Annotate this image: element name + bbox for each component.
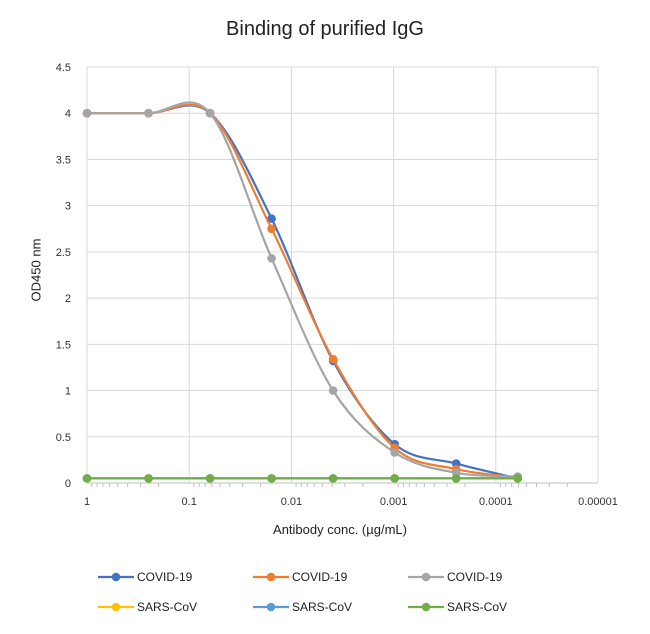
x-axis-label: Antibody conc. (µg/mL)	[273, 522, 407, 537]
series-line	[87, 104, 518, 480]
data-point	[267, 214, 276, 223]
data-point	[205, 108, 215, 118]
y-tick-label: 4.5	[56, 62, 71, 74]
legend-entry: COVID-19	[253, 570, 347, 584]
legend-entry: COVID-19	[408, 570, 502, 584]
legend-entry: SARS-CoV	[98, 600, 197, 614]
y-tick-label: 2	[65, 293, 71, 305]
x-tick-label: 0.001	[380, 496, 408, 508]
data-point	[513, 474, 523, 483]
y-tick-label: 4	[65, 108, 71, 120]
legend-marker-icon	[98, 572, 134, 582]
data-point	[390, 474, 399, 483]
legend-entry: SARS-CoV	[408, 600, 507, 614]
data-point	[205, 474, 215, 483]
x-tick-label: 0.01	[281, 496, 302, 508]
legend-label: COVID-19	[292, 570, 348, 584]
data-point	[267, 254, 276, 263]
x-tick-label: 0.00001	[578, 496, 618, 508]
data-point	[390, 448, 399, 457]
y-tick-label: 1.5	[56, 339, 71, 351]
x-tick-label: 0.0001	[479, 496, 513, 508]
data-point	[328, 386, 338, 395]
y-tick-label: 0	[65, 478, 71, 490]
data-point	[144, 108, 153, 118]
legend-entry: COVID-19	[98, 570, 192, 584]
data-point	[82, 474, 92, 483]
x-tick-label: 0.1	[182, 496, 197, 508]
data-point	[451, 474, 461, 483]
legend-entry: SARS-CoV	[253, 600, 352, 614]
legend-label: SARS-CoV	[447, 600, 508, 614]
legend-label: COVID-19	[447, 570, 503, 584]
data-point	[328, 354, 338, 364]
x-tick-label: 1	[84, 496, 90, 508]
legend-label: COVID-19	[137, 570, 193, 584]
data-point	[144, 474, 153, 483]
data-point	[267, 224, 276, 234]
data-point	[328, 474, 338, 483]
legend-marker-icon	[253, 572, 289, 582]
legend-label: SARS-CoV	[137, 600, 198, 614]
data-point	[82, 108, 92, 118]
series-line	[87, 101, 518, 478]
chart-title: Binding of purified IgG	[226, 18, 424, 40]
legend-marker-icon	[408, 572, 444, 582]
legend-label: SARS-CoV	[292, 600, 353, 614]
y-tick-label: 1	[65, 386, 71, 398]
y-tick-label: 0.5	[56, 432, 71, 444]
y-tick-label: 3	[65, 201, 71, 213]
data-point	[267, 474, 276, 483]
legend-marker-icon	[253, 602, 289, 612]
y-tick-label: 2.5	[56, 247, 71, 259]
legend-marker-icon	[408, 602, 444, 612]
y-tick-label: 3.5	[56, 154, 71, 166]
legend-marker-icon	[98, 602, 134, 612]
